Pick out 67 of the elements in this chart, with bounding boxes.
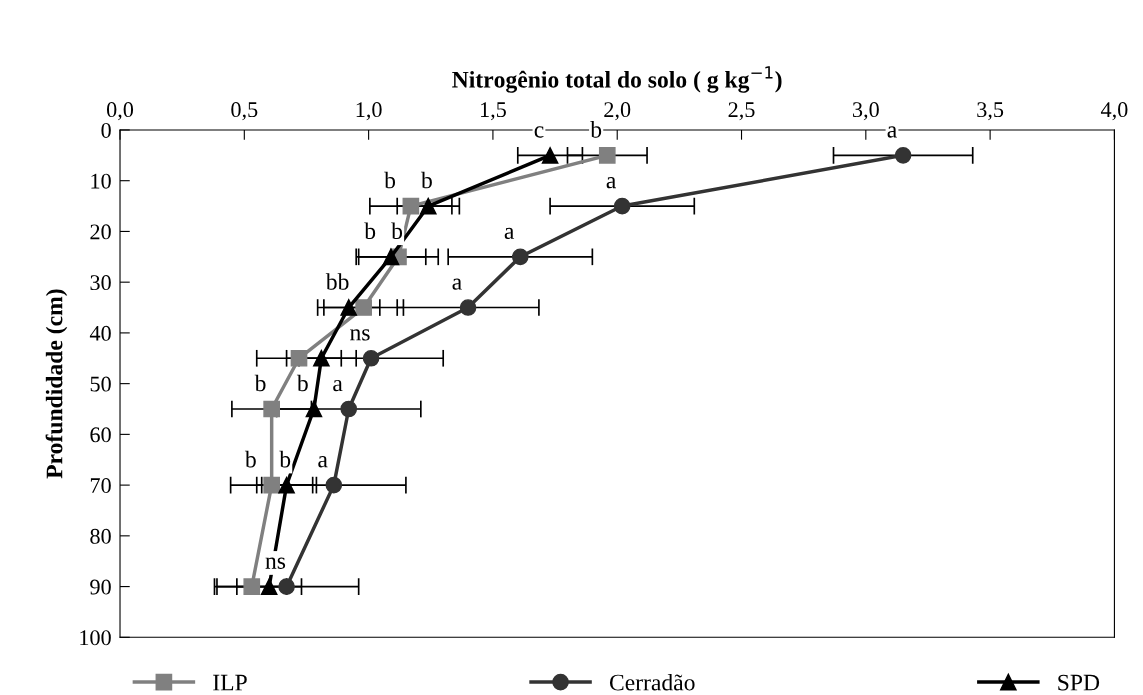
point bbox=[340, 299, 358, 316]
y-tick-label: 10 bbox=[91, 173, 111, 189]
x-tick-label: 4,0 bbox=[1100, 102, 1128, 121]
y-tick-label: 0 bbox=[101, 122, 111, 138]
annotation: a bbox=[887, 126, 897, 138]
annotation: ns bbox=[265, 557, 286, 569]
x-tick-label: 0,5 bbox=[231, 102, 258, 121]
legend-label: ILP bbox=[213, 674, 247, 691]
point bbox=[263, 476, 280, 494]
y-tick-label: 20 bbox=[90, 224, 111, 240]
y-tick-label: 50 bbox=[90, 376, 111, 392]
point bbox=[894, 146, 912, 164]
y-tick-label: 100 bbox=[80, 630, 111, 646]
annotation: b bbox=[590, 121, 602, 138]
annotation: a bbox=[504, 227, 515, 240]
point bbox=[263, 400, 280, 418]
point bbox=[541, 146, 559, 164]
point bbox=[305, 400, 323, 418]
y-tick-label: 40 bbox=[89, 325, 111, 341]
annotation: a bbox=[452, 278, 462, 290]
y-tick-label: 60 bbox=[90, 427, 111, 443]
point bbox=[613, 197, 631, 215]
annotation: b bbox=[364, 222, 376, 240]
point bbox=[598, 146, 616, 164]
point bbox=[260, 578, 278, 595]
x-axis-title: Nitrogênio total do solo ( g kg$^{−1}$) bbox=[452, 66, 782, 93]
point bbox=[278, 578, 295, 595]
point bbox=[340, 400, 358, 418]
legend-label: SPD bbox=[1058, 674, 1100, 691]
point bbox=[243, 578, 261, 595]
point bbox=[459, 299, 477, 316]
x-tick-label: 2,0 bbox=[604, 102, 631, 121]
annotation: a bbox=[333, 380, 343, 392]
point bbox=[362, 349, 380, 367]
annotation: a bbox=[318, 456, 328, 468]
x-tick-label: 1,0 bbox=[356, 102, 382, 121]
point bbox=[325, 476, 343, 494]
point bbox=[402, 197, 420, 215]
annotation: bb bbox=[325, 273, 349, 290]
point bbox=[419, 197, 437, 215]
point bbox=[313, 349, 330, 367]
y-axis-title: Profundidade (cm) bbox=[45, 289, 68, 479]
point bbox=[382, 248, 400, 266]
point bbox=[355, 299, 372, 316]
legend-label: Cerradão bbox=[609, 673, 695, 691]
x-tick-label: 2,5 bbox=[728, 102, 755, 121]
annotation: c bbox=[534, 126, 544, 138]
x-tick-label: 3,0 bbox=[853, 102, 879, 121]
annotation: a bbox=[606, 177, 616, 189]
annotation: b bbox=[391, 222, 403, 240]
point bbox=[290, 349, 308, 367]
y-tick-label: 90 bbox=[90, 579, 111, 595]
y-tick-label: 30 bbox=[90, 275, 111, 291]
annotation: ns bbox=[350, 329, 370, 341]
annotation: b bbox=[384, 171, 396, 189]
annotation: b bbox=[279, 450, 291, 468]
annotation: b bbox=[420, 171, 432, 189]
x-tick-label: 3,5 bbox=[977, 102, 1004, 121]
annotation: b bbox=[296, 374, 308, 392]
point bbox=[511, 248, 529, 266]
x-tick-label: 1,5 bbox=[480, 102, 506, 121]
y-tick-label: 70 bbox=[90, 478, 111, 494]
point bbox=[278, 476, 295, 494]
annotation: b bbox=[244, 450, 256, 468]
annotation: b bbox=[254, 374, 266, 392]
y-tick-label: 80 bbox=[90, 528, 111, 544]
x-tick-label: 0,0 bbox=[106, 102, 134, 121]
